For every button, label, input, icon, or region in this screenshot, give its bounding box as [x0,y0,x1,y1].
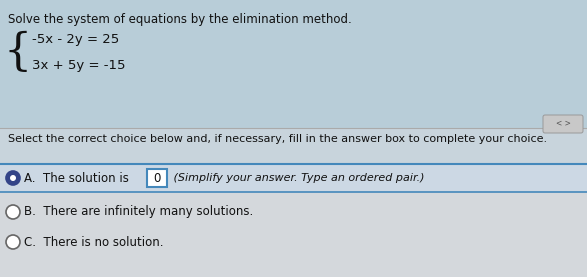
Text: B.  There are infinitely many solutions.: B. There are infinitely many solutions. [24,206,253,219]
Text: A.  The solution is: A. The solution is [24,171,129,184]
Circle shape [6,205,20,219]
Circle shape [10,175,16,181]
FancyBboxPatch shape [543,115,583,133]
Bar [0,0,587,128]
Text: -5x - 2y = 25: -5x - 2y = 25 [32,32,119,45]
Circle shape [6,171,20,185]
FancyBboxPatch shape [147,169,167,187]
Text: 0: 0 [153,171,161,184]
Text: C.  There is no solution.: C. There is no solution. [24,235,164,248]
Text: Select the correct choice below and, if necessary, fill in the answer box to com: Select the correct choice below and, if … [8,134,547,144]
Text: {: { [4,30,32,74]
Text: (Simplify your answer. Type an ordered pair.): (Simplify your answer. Type an ordered p… [170,173,424,183]
Text: 3x + 5y = -15: 3x + 5y = -15 [32,58,126,71]
Text: < >: < > [555,119,571,129]
Circle shape [6,235,20,249]
Bar [0,128,587,165]
Bar [0,165,587,277]
Text: Solve the system of equations by the elimination method.: Solve the system of equations by the eli… [8,13,352,26]
Bar [0,164,587,192]
